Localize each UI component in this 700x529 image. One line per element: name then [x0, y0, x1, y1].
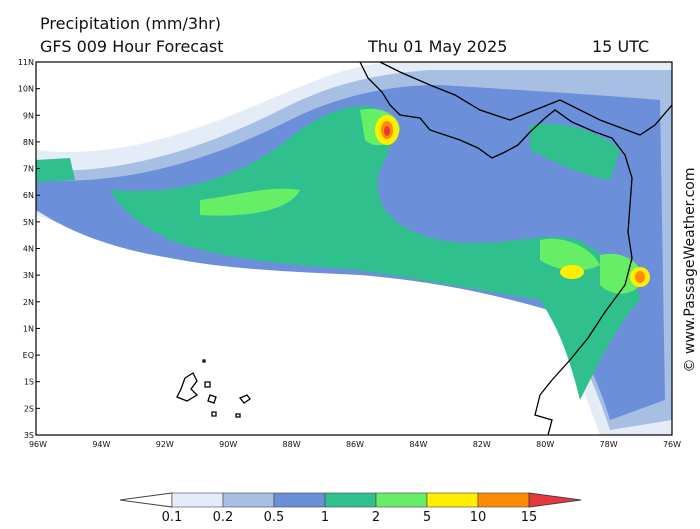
- lon-label: 96W: [29, 440, 47, 449]
- time: 15 UTC: [592, 37, 649, 56]
- legend-box: [273, 492, 326, 508]
- lat-label: 3S: [24, 431, 34, 440]
- legend: 0.1 0.2 0.5 1 2 5 10 15: [119, 492, 582, 525]
- lat-label: 3N: [23, 271, 34, 280]
- lat-label: 10N: [18, 85, 34, 94]
- coastline: [176, 62, 672, 435]
- legend-low: [119, 492, 173, 508]
- date: Thu 01 May 2025: [367, 37, 507, 56]
- legend-box: [375, 492, 428, 508]
- model: GFS 009 Hour Forecast: [40, 37, 224, 56]
- legend-box: [171, 492, 224, 508]
- legend-label: 10: [470, 510, 487, 525]
- legend-high: [528, 492, 582, 508]
- lon-label: 76W: [663, 440, 681, 449]
- credit: © www.PassageWeather.com: [682, 167, 698, 372]
- legend-label: 0.2: [213, 510, 234, 525]
- lon-label: 82W: [473, 440, 491, 449]
- lon-label: 94W: [92, 440, 110, 449]
- legend-label: 15: [521, 510, 538, 525]
- lon-label: 84W: [409, 440, 427, 449]
- lat-label: 9N: [23, 111, 34, 120]
- lat-label: 5N: [23, 218, 34, 227]
- legend-box: [426, 492, 479, 508]
- legend-label: 0.1: [162, 510, 183, 525]
- legend-box: [222, 492, 275, 508]
- lat-label: 1S: [24, 378, 34, 387]
- lon-label: 80W: [536, 440, 554, 449]
- legend-box: [477, 492, 530, 508]
- lat-label: EQ: [23, 351, 34, 360]
- lat-label: 8N: [23, 138, 34, 147]
- lat-labels: 11N 10N 9N 8N 7N 6N 5N 4N 3N 2N 1N EQ 1S 2S 3S: [18, 58, 40, 440]
- lat-label: 11N: [18, 58, 34, 67]
- lon-label: 88W: [283, 440, 301, 449]
- lon-label: 90W: [219, 440, 237, 449]
- lat-label: 4N: [23, 245, 34, 254]
- lat-label: 1N: [23, 324, 34, 333]
- title: Precipitation (mm/3hr): [40, 14, 221, 33]
- legend-label: 0.5: [264, 510, 285, 525]
- lon-label: 78W: [600, 440, 618, 449]
- legend-label: 5: [423, 510, 431, 525]
- lon-label: 92W: [156, 440, 174, 449]
- lon-labels: 96W 94W 92W 90W 88W 86W 84W 82W 80W 78W 76W: [29, 440, 681, 449]
- precip: [36, 62, 672, 435]
- lat-label: 2S: [24, 404, 34, 413]
- lon-label: 86W: [346, 440, 364, 449]
- legend-label: 2: [372, 510, 380, 525]
- legend-box: [324, 492, 377, 508]
- lat-label: 2N: [23, 298, 34, 307]
- lat-label: 6N: [23, 191, 34, 200]
- lat-label: 7N: [23, 165, 34, 174]
- legend-label: 1: [321, 510, 329, 525]
